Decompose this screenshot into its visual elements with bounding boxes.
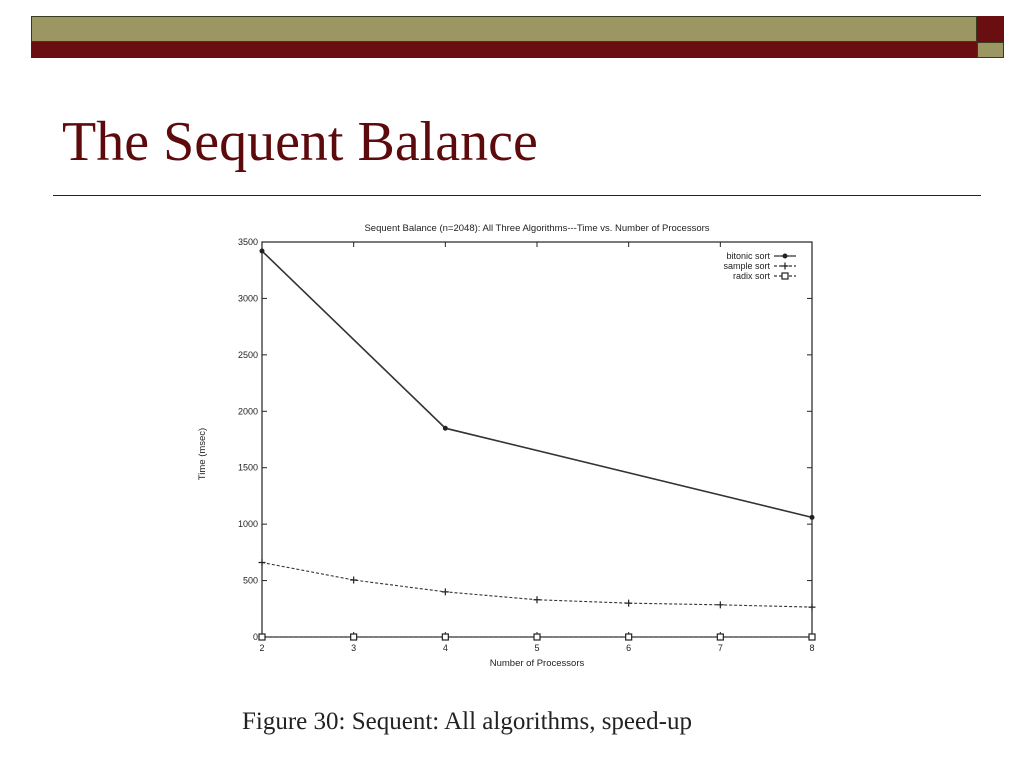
y-tick-label: 2000 xyxy=(238,406,258,416)
point-bitonic-sort xyxy=(442,425,448,431)
legend-marker-sample-sort xyxy=(781,262,789,270)
point-sample-sort xyxy=(441,588,449,596)
x-axis-label: Number of Processors xyxy=(490,658,585,669)
x-tick-label: 4 xyxy=(443,643,448,653)
header-maroon-band xyxy=(31,42,977,58)
series-line-bitonic-sort xyxy=(261,250,813,519)
x-tick-label: 5 xyxy=(534,643,539,653)
point-sample-sort xyxy=(808,603,816,611)
legend-label-sample-sort: sample sort xyxy=(723,261,770,271)
x-tick-label: 7 xyxy=(718,643,723,653)
point-sample-sort xyxy=(350,576,358,584)
legend-marker-radix-sort xyxy=(781,272,789,280)
point-sample-sort xyxy=(258,559,266,567)
x-tick-label: 6 xyxy=(626,643,631,653)
point-radix-sort xyxy=(716,633,724,641)
point-bitonic-sort xyxy=(259,248,265,254)
header-maroon-square xyxy=(977,16,1004,42)
slide-title: The Sequent Balance xyxy=(62,111,538,173)
legend-label-radix-sort: radix sort xyxy=(733,271,771,281)
legend-marker-bitonic-sort xyxy=(782,253,788,259)
y-tick-label: 3000 xyxy=(238,293,258,303)
header-olive-band xyxy=(31,16,977,42)
y-tick-label: 1500 xyxy=(238,463,258,473)
y-tick-label: 2500 xyxy=(238,350,258,360)
point-radix-sort xyxy=(441,633,449,641)
point-radix-sort xyxy=(808,633,816,641)
x-tick-label: 3 xyxy=(351,643,356,653)
y-tick-label: 3500 xyxy=(238,237,258,247)
y-tick-label: 0 xyxy=(253,632,258,642)
slide-header-bar xyxy=(0,0,1024,60)
point-sample-sort xyxy=(716,601,724,609)
point-radix-sort xyxy=(625,633,633,641)
line-chart: Sequent Balance (n=2048): All Three Algo… xyxy=(197,223,816,669)
point-sample-sort xyxy=(533,596,541,604)
y-tick-label: 500 xyxy=(243,576,258,586)
x-tick-label: 2 xyxy=(259,643,264,653)
point-radix-sort xyxy=(350,633,358,641)
header-olive-square xyxy=(977,42,1004,58)
y-tick-label: 1000 xyxy=(238,519,258,529)
figure-caption: Figure 30: Sequent: All algorithms, spee… xyxy=(242,708,692,735)
y-axis-label: Time (msec) xyxy=(197,428,208,480)
legend-label-bitonic-sort: bitonic sort xyxy=(726,251,770,261)
plot-area: 0 500 1000 1500 2000 2500 3000 3500 2 3 4 5 6 7 8 xyxy=(238,237,816,653)
chart-title: Sequent Balance (n=2048): All Three Algo… xyxy=(364,223,709,234)
x-tick-label: 8 xyxy=(809,643,814,653)
point-sample-sort xyxy=(625,599,633,607)
title-divider xyxy=(53,195,981,196)
plot-frame xyxy=(261,241,813,638)
point-radix-sort xyxy=(258,633,266,641)
point-radix-sort xyxy=(533,633,541,641)
point-bitonic-sort xyxy=(809,514,815,520)
